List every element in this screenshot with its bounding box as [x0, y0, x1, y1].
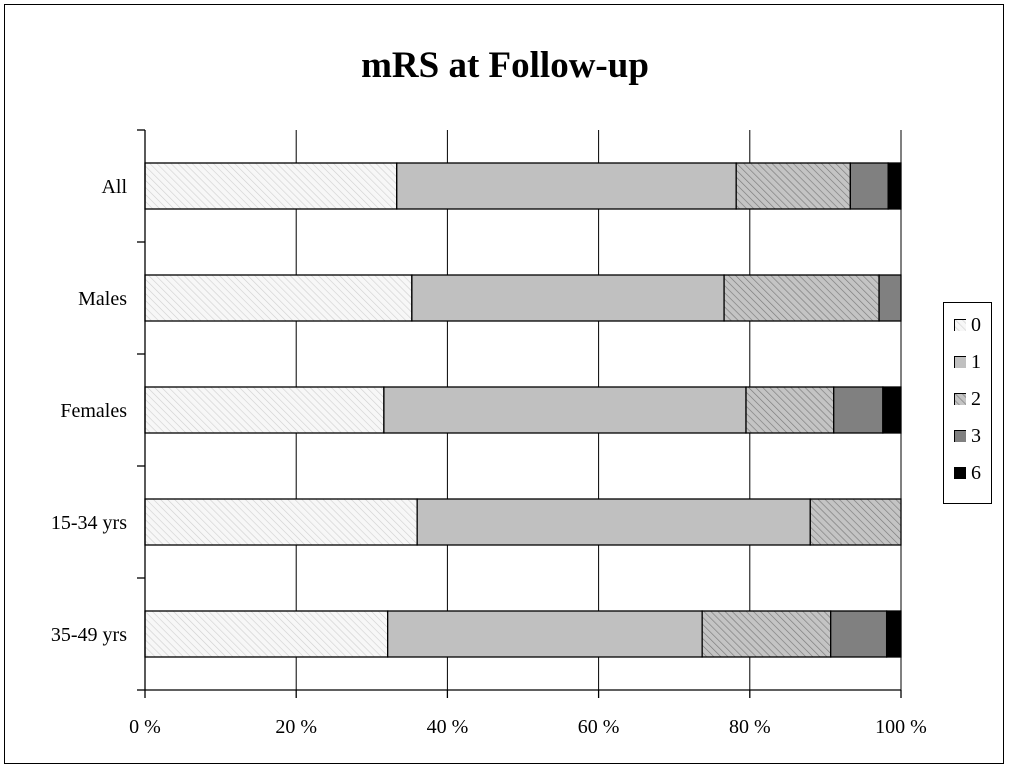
- legend-item-6: 6: [954, 461, 981, 484]
- x-tick-label: 20 %: [275, 716, 317, 738]
- legend-swatch: [954, 430, 966, 442]
- bar-segment-2-1: [723, 274, 880, 322]
- bar-segment-2-0: [735, 162, 851, 210]
- legend-item-1: 1: [954, 350, 981, 373]
- bar-segment-0-3: [144, 498, 418, 546]
- x-tick-label: 40 %: [427, 716, 469, 738]
- legend-swatch: [954, 467, 966, 479]
- bar-segment-2-2: [745, 386, 835, 434]
- legend-item-3: 3: [954, 424, 981, 447]
- category-label: All: [101, 176, 127, 198]
- category-label: 35-49 yrs: [51, 624, 127, 646]
- bar-segment-1-1: [411, 274, 725, 322]
- bar-segment-1-4: [387, 610, 703, 658]
- bar-segment-0-4: [144, 610, 389, 658]
- bar-segment-1-3: [416, 498, 811, 546]
- axes: [137, 129, 902, 698]
- chart-title: mRS at Follow-up: [361, 45, 649, 86]
- legend-swatch: [954, 319, 966, 331]
- legend-swatch: [954, 393, 966, 405]
- bar-segment-6-4: [885, 610, 902, 658]
- category-label: Females: [60, 400, 127, 422]
- category-label: 15-34 yrs: [51, 512, 127, 534]
- bar-segment-0-1: [144, 274, 413, 322]
- legend-label: 1: [971, 350, 981, 373]
- bar-segment-3-1: [878, 274, 902, 322]
- bar-segment-2-4: [701, 610, 832, 658]
- category-label: Males: [78, 288, 127, 310]
- bar-segment-1-2: [383, 386, 747, 434]
- bar-segment-1-0: [396, 162, 737, 210]
- legend-label: 6: [971, 461, 981, 484]
- legend-item-0: 0: [954, 313, 981, 336]
- legend-swatch: [954, 356, 966, 368]
- bar-segment-6-2: [882, 386, 902, 434]
- legend-label: 3: [971, 424, 981, 447]
- bar-segment-3-4: [830, 610, 888, 658]
- bar-segment-3-2: [833, 386, 884, 434]
- x-tick-label: 0 %: [129, 716, 161, 738]
- bars: [144, 162, 902, 658]
- legend-item-2: 2: [954, 387, 981, 410]
- legend: 0 1 2 3 6: [943, 302, 992, 504]
- legend-label: 2: [971, 387, 981, 410]
- x-tick-label: 80 %: [729, 716, 771, 738]
- x-tick-label: 60 %: [578, 716, 620, 738]
- legend-label: 0: [971, 313, 981, 336]
- bar-segment-0-2: [144, 386, 385, 434]
- bar-segment-2-3: [809, 498, 902, 546]
- x-tick-label: 100 %: [875, 716, 927, 738]
- bar-segment-3-0: [849, 162, 889, 210]
- axis-labels: All Males Females 15-34 yrs 35-49 yrs 0 % 20 %…: [51, 176, 927, 738]
- bar-segment-6-0: [887, 162, 902, 210]
- bar-segment-0-0: [144, 162, 398, 210]
